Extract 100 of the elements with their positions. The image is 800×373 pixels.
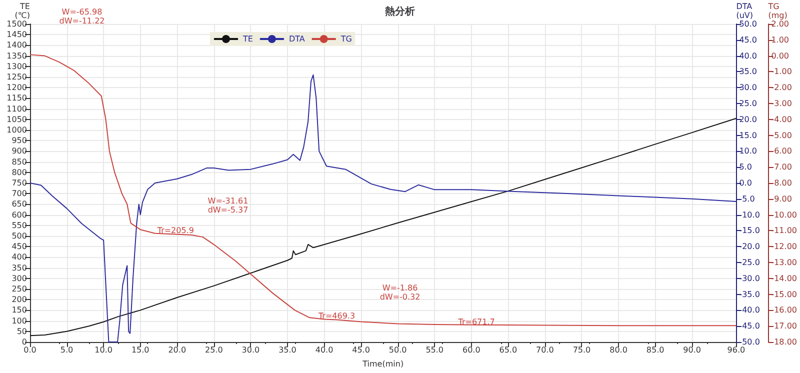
y2-tick-label: -10.0	[739, 210, 760, 220]
y3-tick-label: -11.00	[771, 226, 798, 236]
y3-tick-label: -14.00	[771, 274, 798, 283]
y2-tick-label: -40.0	[739, 306, 760, 315]
y-tick-label: 1450	[6, 30, 27, 40]
annotation: Tr=469.3	[317, 312, 356, 321]
y-tick-label: 150	[12, 306, 27, 315]
y-tick-label: 1050	[6, 114, 27, 124]
annotation: W=-31.61	[208, 196, 248, 206]
x-tick-label: 60.0	[462, 346, 480, 354]
y-tick-label: 900	[12, 146, 27, 156]
y2-tick-label: 25.0	[739, 99, 758, 108]
x-tick-label: 96.0	[727, 346, 746, 354]
y2-tick-label: -20.0	[739, 242, 760, 252]
annotation: dW=-0.32	[380, 292, 420, 302]
y2-tick-label: 20.0	[739, 114, 758, 124]
y-tick-label: 300	[12, 274, 27, 283]
x-tick-label: 0.0	[24, 346, 36, 354]
y2-tick-label: 35.0	[739, 67, 758, 76]
annotation: Tr=671.7	[457, 317, 495, 326]
x-tick-label: 10.0	[94, 346, 112, 354]
y-tick-label: 250	[12, 284, 27, 294]
y3-tick-label: -13.00	[771, 258, 798, 267]
y2-tick-label: 15.0	[739, 130, 758, 140]
y-tick-label: 500	[12, 232, 27, 240]
text: W=-65.98	[62, 8, 102, 16]
y-tick-label: 1300	[6, 62, 27, 71]
y-tick-label: 850	[12, 157, 27, 166]
y3-tick-label: -16.00	[771, 306, 798, 315]
annotation: dW=-5.37	[208, 206, 248, 214]
y2-tick-label: -25.0	[739, 258, 760, 267]
y2-tick-label: -15.0	[739, 226, 760, 236]
x-tick-label: 15.0	[131, 346, 150, 354]
y3-tick-label: -3.00	[771, 99, 792, 108]
y3-tick-label: -18.00	[771, 338, 798, 346]
y3-tick-label: -2.00	[771, 83, 792, 92]
y3-tick-label: 0.00	[771, 51, 790, 60]
y3-tick-label: -8.00	[771, 178, 792, 188]
x-axis-title: Time(min)	[362, 360, 404, 368]
x-tick-label: 70.0	[536, 346, 554, 354]
y2-tick-label: -50.0	[739, 338, 760, 346]
y3-tick-label: -5.00	[771, 130, 792, 140]
line-series	[30, 118, 737, 336]
x-tick-label: 5.0	[60, 346, 74, 354]
annotation: W=-1.86	[382, 284, 418, 292]
y-tick-label: 950	[12, 136, 27, 146]
y-tick-label: 800	[12, 168, 27, 177]
y3-tick-label: -6.00	[771, 146, 792, 156]
y-tick-label: 1000	[6, 126, 27, 134]
y-tick-label: 750	[12, 178, 27, 188]
legend-label: TE	[242, 34, 253, 44]
y2-tick-label: 10.0	[739, 146, 758, 156]
y3-tick-label: -4.00	[771, 114, 792, 124]
y-tick-label: 600	[12, 210, 27, 220]
x-tick-label: 40.0	[315, 346, 334, 354]
y-tick-label: 1400	[6, 40, 27, 50]
y2-tick-label: -35.0	[739, 290, 760, 299]
x-tick-label: 85.0	[646, 346, 664, 354]
y2-tick-label: 45.0	[739, 35, 758, 44]
y2-tick-label: -45.0	[739, 322, 760, 331]
x-tick-label: 20.0	[168, 346, 186, 354]
y-tick-label: 1200	[6, 83, 27, 92]
y-tick-label: 550	[12, 220, 27, 230]
y-tick-label: 400	[12, 252, 27, 262]
y3-tick-label: -7.00	[771, 162, 792, 172]
annotation: dW=-11.22	[59, 16, 105, 26]
x-tick-label: 45.0	[352, 346, 370, 354]
y3-tick-label: -15.00	[771, 290, 798, 299]
y-tick-label: 100	[12, 316, 27, 326]
y2-axis-title: DTA (uV)	[736, 2, 754, 20]
x-tick-label: 50.0	[388, 346, 407, 354]
y3-axis-title: TG (mg)	[767, 2, 788, 20]
annotation: Tr=205.9	[156, 226, 194, 235]
y3-tick-label: 2.00	[771, 20, 790, 28]
y3-tick-label: -17.00	[771, 322, 798, 331]
y-tick-label: 200	[12, 295, 27, 304]
y-tick-label: 1350	[6, 51, 27, 60]
y3-tick-label: -1.00	[771, 67, 792, 76]
x-tick-label: 80.0	[610, 346, 628, 354]
y-axis-title: TE (℃)	[14, 2, 30, 20]
y2-tick-label: 5.0	[739, 162, 752, 172]
legend-label: TG	[340, 34, 352, 44]
y-tick-label: 700	[12, 189, 27, 198]
legend-label: DTA	[288, 34, 306, 44]
x-tick-label: 25.0	[205, 346, 223, 354]
y-tick-label: 1500	[6, 20, 27, 28]
y3-tick-label: -12.00	[771, 242, 798, 252]
y-tick-label: 450	[12, 242, 27, 252]
y2-tick-label: 50.0	[739, 20, 758, 28]
y2-tick-label: 30.0	[739, 83, 758, 92]
y2-tick-label: 0.0	[739, 178, 752, 188]
y3-tick-label: -10.00	[771, 210, 798, 220]
y-tick-label: 1100	[6, 104, 27, 114]
x-tick-label: 30.0	[242, 346, 260, 354]
y-tick-label: 50	[16, 326, 27, 336]
y3-tick-label: -9.00	[771, 194, 792, 204]
chart-title: 熱分析	[384, 6, 415, 18]
y-tick-label: 1250	[6, 72, 27, 82]
y2-tick-label: 40.0	[739, 51, 758, 60]
y2-tick-label: -30.0	[739, 274, 760, 283]
